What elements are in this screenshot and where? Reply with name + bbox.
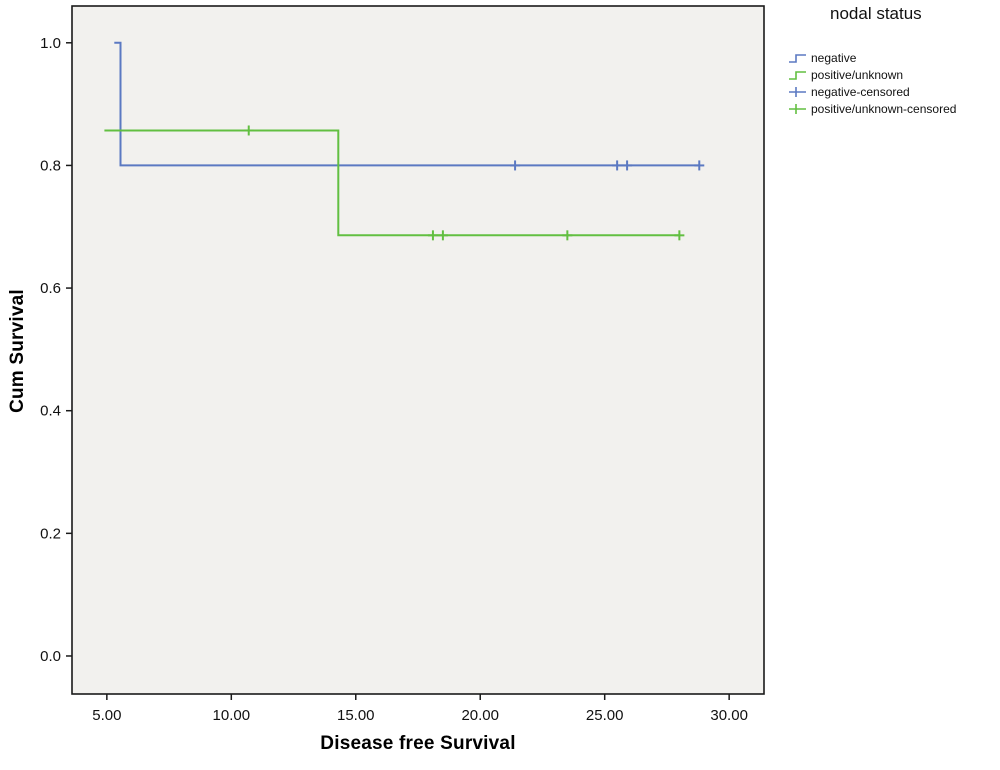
y-tick-label: 0.8 — [40, 157, 61, 174]
y-axis-label: Cum Survival — [7, 289, 28, 413]
x-tick-label: 25.00 — [586, 707, 624, 724]
series-line-negative — [114, 41, 700, 167]
legend-entry-label: negative-censored — [811, 85, 910, 99]
x-tick-label: 30.00 — [710, 707, 748, 724]
x-tick-label: 15.00 — [337, 707, 375, 724]
y-tick-label: 0.4 — [40, 403, 61, 420]
x-tick-label: 20.00 — [461, 707, 499, 724]
legend-entry-3: positive/unknown-censored — [788, 101, 998, 117]
legend-entry-2: negative-censored — [788, 84, 998, 100]
censored-plus-icon — [789, 104, 806, 114]
x-axis-label: Disease free Survival — [320, 733, 516, 754]
legend: nodal status negative positive/unknown neg… — [788, 4, 998, 118]
legend-entry-label: positive/unknown — [811, 68, 904, 82]
legend-entry-label: negative — [811, 51, 857, 65]
x-tick-label: 10.00 — [213, 707, 251, 724]
y-tick-label: 0.2 — [40, 525, 61, 542]
censored-plus-icon — [789, 87, 806, 97]
legend-title: nodal status — [830, 4, 922, 23]
y-tick-label: 0.6 — [40, 280, 61, 297]
plot-area — [71, 5, 765, 695]
step-line-icon — [789, 54, 806, 63]
y-tick-label: 0.0 — [40, 648, 61, 665]
y-tick-label: 1.0 — [40, 35, 61, 52]
legend-entries: negative positive/unknown negative-censore… — [788, 50, 998, 117]
x-tick-label: 5.00 — [92, 707, 121, 724]
legend-entry-1: positive/unknown — [788, 67, 998, 83]
legend-entry-label: positive/unknown-censored — [811, 102, 957, 116]
series-line-positive-unknown — [104, 129, 680, 237]
step-line-icon — [789, 71, 806, 80]
legend-entry-0: negative — [788, 50, 998, 66]
